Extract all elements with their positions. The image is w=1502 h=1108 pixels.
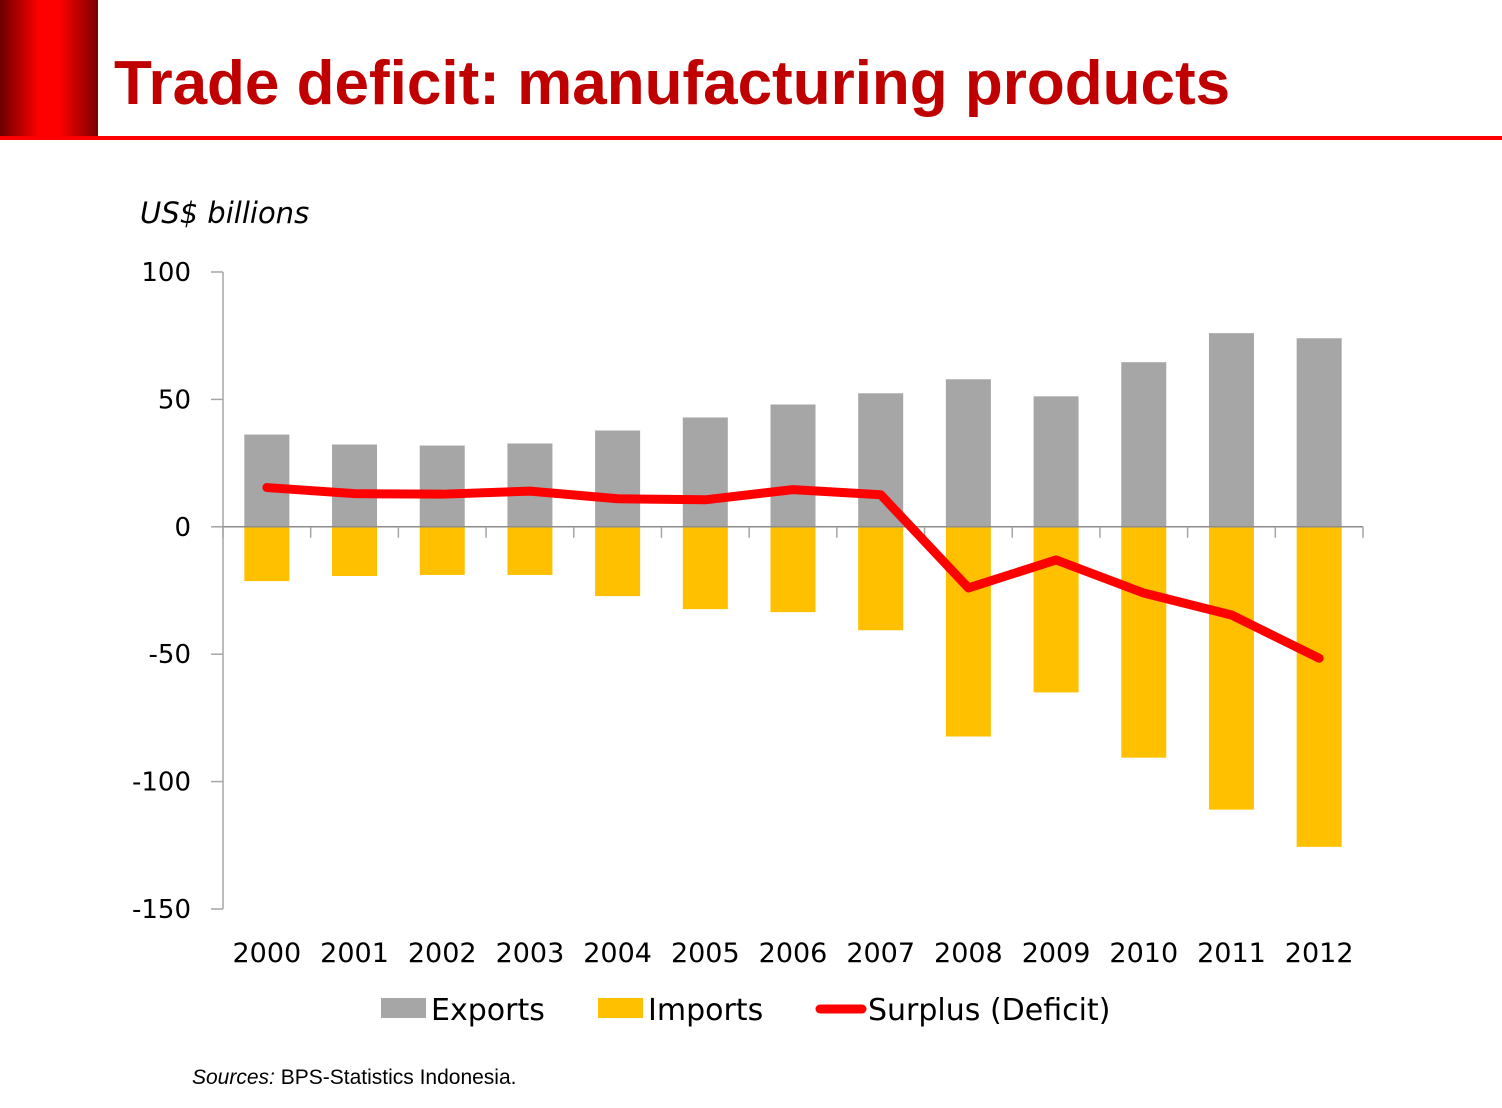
imports-bar-2001 [332,526,378,576]
exports-bar-2004 [595,430,641,527]
legend-label-exports: Exports [431,993,545,1028]
bars-layer [244,333,1342,847]
x-tick-label: 2000 [232,938,301,969]
y-tick-labels: 100 50 0 -50 -100 -150 [132,258,191,925]
y-tick-label: -100 [132,768,191,798]
imports-bar-2003 [507,526,553,575]
y-axis-unit-label: US$ billions [140,196,310,230]
exports-bar-2011 [1208,333,1254,527]
x-tick-label: 2006 [759,938,828,969]
x-tick-label: 2008 [934,938,1003,969]
imports-bar-2005 [682,526,728,610]
exports-bar-2010 [1121,362,1167,527]
x-tick-label: 2003 [496,938,565,969]
x-tick-label: 2007 [846,938,915,969]
source-prefix: Sources: [192,1066,275,1089]
imports-bar-2004 [595,526,641,597]
imports-bar-2002 [419,526,465,575]
imports-bar-2009 [1033,526,1079,693]
imports-bar-2000 [244,526,290,582]
x-tick-label: 2005 [671,938,740,969]
exports-bar-2002 [419,445,465,527]
legend: Exports Imports Surplus (Deficit) [381,993,1110,1028]
y-tick-label: 100 [141,258,191,288]
x-tick-label: 2011 [1197,938,1266,969]
exports-bar-2012 [1296,338,1342,527]
slide-title: Trade deficit: manufacturing products [114,49,1231,118]
axes-layer [211,271,1364,910]
legend-item-imports: Imports [598,993,763,1028]
title-accent-block [0,0,98,138]
legend-label-imports: Imports [648,993,763,1028]
imports-bar-2006 [770,526,816,613]
exports-bar-2008 [945,379,991,527]
x-tick-labels: 2000 2001 2002 2003 2004 2005 2006 2007 2008 2009… [232,938,1353,969]
x-tick-label: 2012 [1285,938,1354,969]
x-tick-label: 2002 [408,938,477,969]
x-tick-label: 2001 [320,938,389,969]
imports-bar-2011 [1208,526,1254,810]
legend-label-surplus: Surplus (Deficit) [868,993,1110,1028]
y-tick-label: 50 [158,385,191,415]
y-tick-label: 0 [174,513,191,543]
imports-bar-2010 [1121,526,1167,758]
title-underline [0,136,1502,140]
exports-bar-2000 [244,434,290,527]
exports-bar-2003 [507,443,553,527]
legend-item-exports: Exports [381,993,545,1028]
source-note: Sources: BPS-Statistics Indonesia. [192,1066,517,1090]
source-text: BPS-Statistics Indonesia. [274,1066,517,1089]
exports-bar-2001 [332,444,378,527]
x-tick-label: 2009 [1022,938,1091,969]
exports-bar-2009 [1033,396,1079,527]
imports-bar-2007 [858,526,904,631]
y-tick-label: -50 [149,640,191,670]
imports-bar-2008 [945,526,991,737]
legend-item-surplus: Surplus (Deficit) [815,993,1110,1028]
x-tick-label: 2010 [1109,938,1178,969]
exports-bar-2005 [682,417,728,527]
y-tick-label: -150 [132,895,191,925]
legend-swatch-exports [381,998,426,1018]
imports-bar-2012 [1296,526,1342,847]
legend-swatch-imports [598,998,643,1018]
x-tick-label: 2004 [583,938,652,969]
surplus-line-layer [262,483,1324,663]
exports-bar-2006 [770,404,816,527]
